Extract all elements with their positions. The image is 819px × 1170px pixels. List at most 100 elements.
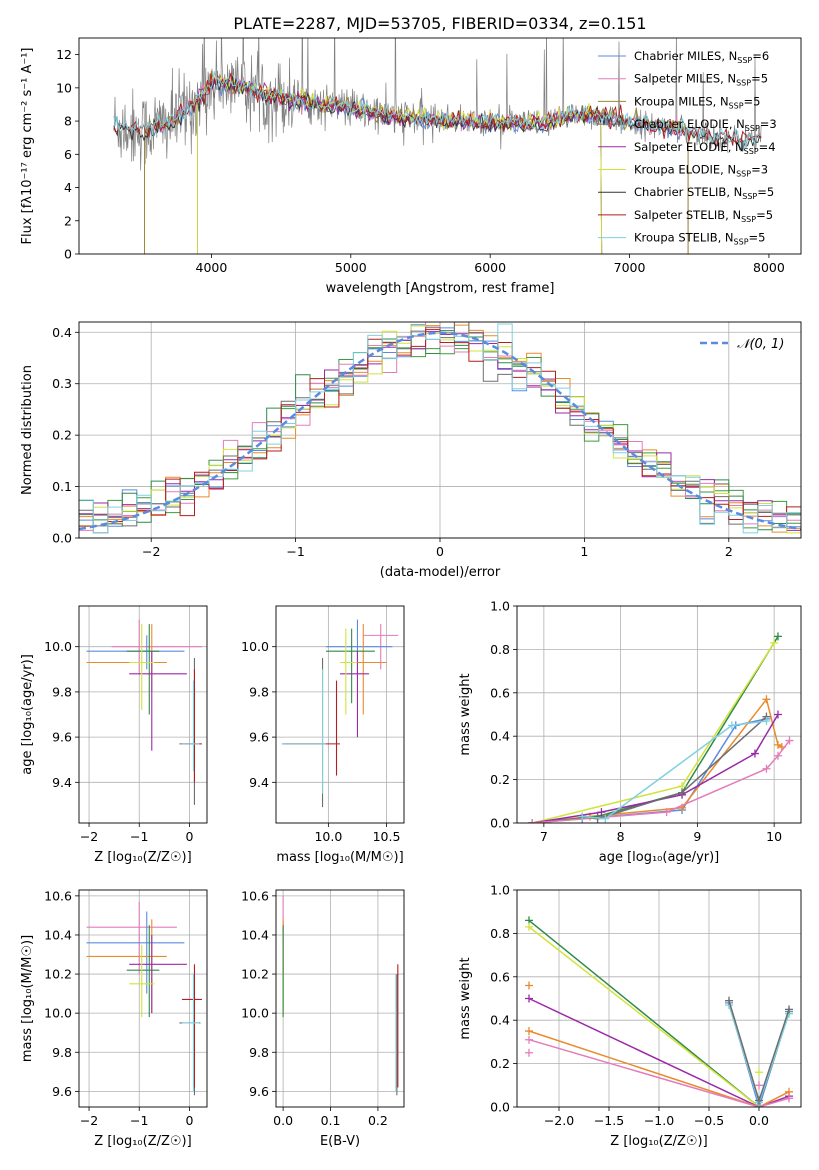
y-tick-label: 0.8 (490, 926, 510, 941)
series-line-3 (532, 636, 779, 823)
series-line-2 (532, 697, 783, 823)
legend-label: Chabrier ELODIE, NSSP=3 (634, 117, 777, 133)
figure-title: PLATE=2287, MJD=53705, FIBERID=0334, z=0… (233, 14, 646, 33)
y-tick-label: 9.8 (52, 1045, 72, 1060)
y-tick-label: 6 (64, 147, 72, 162)
x-tick-label: 4000 (196, 260, 228, 275)
model-spectrum-line-2 (144, 76, 689, 254)
age-vs-metallicity-panel: −2 −1 0 9.4 9.6 9.8 10.0 Z [log₁₀(Z/Z☉)] age [lo… (20, 605, 208, 865)
legend-label: Salpeter ELODIE, NSSP=4 (634, 140, 776, 156)
x-tick-label: 10.0 (314, 829, 342, 844)
x-tick-label: −0.5 (694, 1113, 724, 1128)
plot-area (79, 322, 801, 534)
y-tick-label: 10.0 (241, 1006, 269, 1021)
series-line-6 (532, 740, 791, 823)
y-tick-label: 10.6 (241, 888, 269, 903)
x-tick-label: −2 (80, 829, 98, 844)
x-tick-label: −1 (130, 1113, 148, 1128)
data-point-marker (762, 717, 771, 726)
model-spectrum-line-9 (113, 70, 762, 152)
y-tick-label: 0.6 (490, 969, 510, 984)
age-vs-mass-panel: 10.0 10.5 9.4 9.6 9.8 10.0 mass [log₁₀(M/M☉)] (241, 605, 405, 865)
y-tick-label: 9.6 (52, 1084, 72, 1099)
y-tick-label: 8 (64, 114, 72, 129)
x-tick-label: 7 (540, 829, 548, 844)
x-tick-label: −2.0 (544, 1113, 574, 1128)
y-tick-label: 9.6 (249, 730, 269, 745)
data-point-marker (755, 1096, 763, 1105)
legend-label: Salpeter STELIB, NSSP=5 (634, 208, 773, 224)
plot-area (113, 38, 763, 254)
data-point-marker (773, 751, 782, 760)
series-line-3 (528, 997, 790, 1107)
x-axis-label: E(B-V) (320, 1134, 360, 1149)
x-tick-label: 10.5 (373, 829, 401, 844)
y-tick-label: 1.0 (490, 599, 510, 614)
data-point-marker (785, 1005, 793, 1014)
legend-label: Kroupa MILES, NSSP=5 (634, 94, 760, 110)
data-point-marker (597, 808, 606, 817)
spectrum-panel: 4000 5000 6000 7000 8000 0 2 4 6 8 10 12 wavelength … (20, 37, 802, 296)
massweight-vs-metallicity-panel: −2.0 −1.5 −1.0 −0.5 0.0 0.0 0.2 0.4 0.6 0.8 1.0 Z [… (458, 883, 802, 1149)
data-point-marker (525, 922, 533, 931)
y-tick-label: 9.6 (249, 1084, 269, 1099)
plot-area (86, 619, 202, 805)
x-tick-label: 5000 (335, 260, 367, 275)
data-point-marker (662, 808, 671, 817)
axes-frame (275, 889, 405, 1108)
x-axis-label: (data-model)/error (380, 565, 501, 580)
data-point-marker (762, 764, 771, 773)
x-tick-label: 8000 (753, 260, 785, 275)
x-axis-label: age [log₁₀(age/yr)] (599, 850, 720, 865)
x-axis-label: Z [log₁₀(Z/Z☉)] (610, 1134, 707, 1149)
y-tick-label: 9.8 (249, 684, 269, 699)
axes-frame (78, 321, 802, 539)
x-axis-label: Z [log₁₀(Z/Z☉)] (94, 850, 191, 865)
x-tick-label: −2 (142, 544, 160, 559)
y-axis-label: mass weight (458, 673, 473, 755)
x-tick-label: 6000 (474, 260, 506, 275)
legend-label: Salpeter MILES, NSSP=5 (634, 72, 768, 88)
data-point-marker (525, 1035, 533, 1044)
x-tick-label: 0.0 (749, 1113, 769, 1128)
x-tick-label: 1 (580, 544, 588, 559)
y-tick-label: 9.8 (52, 684, 72, 699)
axes-frame (516, 605, 802, 824)
data-point-marker (750, 749, 759, 758)
plot-area (282, 895, 399, 1096)
y-axis-label: mass weight (458, 957, 473, 1039)
data-point-marker (755, 1081, 763, 1090)
x-tick-label: 7000 (614, 260, 646, 275)
data-point-marker (525, 1027, 533, 1036)
plot-area (525, 916, 793, 1107)
y-tick-label: 9.4 (52, 775, 72, 790)
y-tick-label: 10.6 (44, 888, 72, 903)
y-tick-label: 10.4 (241, 927, 269, 942)
y-tick-label: 9.4 (249, 775, 269, 790)
y-axis-label: mass [log₁₀(M/M☉)] (20, 935, 35, 1062)
y-tick-label: 0.6 (490, 685, 510, 700)
y-tick-label: 10.4 (44, 927, 72, 942)
data-point-marker (770, 638, 779, 647)
x-tick-label: −2 (80, 1113, 98, 1128)
y-tick-label: 10 (56, 80, 72, 95)
y-tick-label: 0.3 (52, 376, 72, 391)
massweight-vs-age-panel: 7 8 9 10 0.0 0.2 0.4 0.6 0.8 1.0 age [log₁₀(age/yr… (458, 599, 802, 865)
data-point-marker (727, 721, 736, 730)
plot-area (86, 901, 202, 1096)
x-tick-label: −1.5 (594, 1113, 624, 1128)
y-tick-label: 0.8 (490, 642, 510, 657)
legend-label: 𝒩(0, 1) (737, 337, 784, 352)
x-tick-label: 0 (185, 829, 193, 844)
x-tick-label: 0 (185, 1113, 193, 1128)
x-axis-label: Z [log₁₀(Z/Z☉)] (94, 1134, 191, 1149)
x-tick-label: 9 (693, 829, 701, 844)
y-tick-label: 1.0 (490, 883, 510, 898)
x-tick-label: 0.1 (321, 1113, 341, 1128)
axes-frame (78, 37, 802, 255)
gaussian-reference-curve (79, 331, 801, 531)
x-tick-label: −1 (130, 829, 148, 844)
model-spectrum-line-4 (197, 79, 603, 254)
legend-label: Chabrier MILES, NSSP=6 (634, 49, 769, 65)
